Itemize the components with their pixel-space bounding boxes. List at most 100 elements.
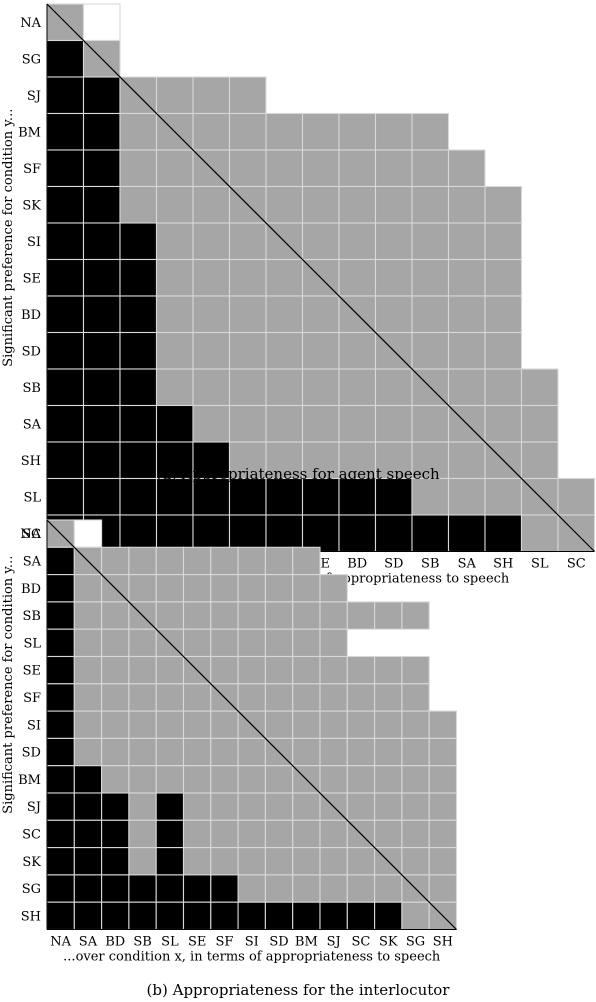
y-tick-label: NA (20, 527, 41, 542)
cell-SK-over-SB (128, 847, 157, 876)
cell-SG-over-SI (237, 874, 266, 903)
x-tick-label: SL (531, 557, 549, 572)
cell-SI-over-SF (192, 222, 231, 261)
cell-SF-over-SG (401, 683, 430, 712)
cell-SH-over-SG (401, 901, 430, 931)
y-tick-label: SH (21, 909, 41, 924)
x-tick-label: SA (79, 935, 98, 950)
cell-SJ-over-SA (73, 792, 103, 821)
cell-SF-over-SB (128, 683, 157, 712)
cell-SC-over-SL (155, 819, 185, 849)
cell-SC-over-SG (401, 819, 430, 849)
cell-SG-over-NA (46, 874, 75, 903)
cell-SI-over-BM (155, 222, 194, 261)
y-tick-label: SC (22, 527, 41, 542)
cell-SL-over-SJ (319, 628, 348, 658)
cell-SA-over-SD (374, 404, 413, 443)
cell-BM-over-BD (338, 112, 377, 151)
cell-SK-over-SF (192, 185, 231, 224)
y-tick-label: SB (23, 381, 41, 396)
cell-SJ-over-SH (428, 792, 458, 821)
cell-SB-over-SJ (319, 601, 348, 630)
cell-SL-over-SI (237, 628, 266, 658)
cell-SL-over-BM (155, 477, 194, 516)
y-tick-label: SI (27, 235, 41, 250)
cell-SK-over-SG (401, 847, 430, 876)
cell-SL-over-BD (338, 477, 377, 516)
cell-SD-over-SJ (119, 331, 158, 370)
cell-SL-over-SE (301, 477, 340, 516)
cell-SK-over-SJ (319, 847, 348, 876)
cell-SH-over-SE (301, 441, 340, 480)
cell-SH-over-SB (411, 441, 450, 480)
cell-SJ-over-BM (292, 792, 321, 821)
cell-SA-over-NA (46, 546, 75, 576)
cell-BM-over-SD (264, 765, 294, 794)
cell-SA-over-SJ (119, 404, 158, 443)
cell-SC-over-SE (182, 819, 212, 849)
cell-SD-over-SB (411, 331, 450, 370)
cell-SH-over-BM (155, 441, 194, 480)
cell-SE-over-NA (46, 655, 75, 685)
cell-SE-over-SK (228, 258, 267, 297)
cell-SI-over-SF (210, 710, 239, 739)
cell-SI-over-SK (228, 222, 267, 261)
cell-SB-over-BD (101, 601, 130, 630)
cell-SB-over-SF (192, 368, 231, 407)
cell-SB-over-NA (46, 601, 75, 630)
cell-SA-over-SD (264, 546, 294, 576)
cell-SK-over-BM (155, 185, 194, 224)
cell-SH-over-SD (264, 901, 294, 931)
cell-SE-over-NA (46, 258, 85, 297)
cell-SI-over-SE (301, 222, 340, 261)
cell-SF-over-SG (82, 149, 121, 188)
cell-SL-over-SB (411, 477, 450, 516)
cell-SL-over-SD (374, 477, 413, 516)
cell-BM-over-BD (101, 765, 130, 794)
x-tick-label: SC (567, 557, 586, 572)
cell-SC-over-SI (237, 819, 266, 849)
cell-SC-over-SD (264, 819, 294, 849)
cell-SK-over-SD (264, 847, 294, 876)
cell-SE-over-BD (101, 655, 130, 685)
cell-SJ-over-SF (210, 792, 239, 821)
cell-SB-over-SK (374, 601, 403, 630)
y-tick-label: SJ (27, 800, 41, 815)
cell-SF-over-SA (73, 683, 103, 712)
cell-SL-over-SA (73, 628, 103, 658)
cell-BD-over-SA (73, 574, 103, 603)
cell-SK-over-SC (346, 847, 376, 876)
cell-SB-over-SI (237, 601, 266, 630)
y-tick-label: SF (23, 691, 41, 706)
cell-SJ-over-SG (82, 76, 121, 115)
y-tick-label: SA (23, 554, 42, 569)
cell-SA-over-SE (301, 404, 340, 443)
y-tick-label: BM (18, 773, 41, 788)
cell-SD-over-NA (46, 737, 75, 767)
cell-SD-over-SJ (319, 737, 348, 767)
cell-SK-over-SL (155, 847, 185, 876)
cell-SH-over-SE (182, 901, 212, 931)
cell-SE-over-SG (82, 258, 121, 297)
cell-BM-over-SI (265, 112, 304, 151)
x-tick-label: SE (188, 935, 206, 950)
cell-SA-over-SI (237, 546, 266, 576)
cell-SF-over-SB (411, 149, 450, 188)
cell-SB-over-BD (338, 368, 377, 407)
cell-SG-over-NA (46, 39, 85, 78)
y-tick-label: SC (22, 827, 41, 842)
cell-BD-over-NA (46, 295, 85, 334)
cell-SJ-over-SE (182, 792, 212, 821)
cell-SL-over-SB (128, 628, 157, 658)
cell-SF-over-SA (447, 149, 486, 188)
cell-BM-over-NA (46, 112, 85, 151)
cell-SJ-over-SC (346, 792, 376, 821)
cell-SL-over-SE (182, 628, 212, 658)
cell-SJ-over-SD (264, 792, 294, 821)
cell-SF-over-BM (155, 149, 194, 188)
cell-SD-over-SH (484, 331, 523, 370)
cell-SE-over-SH (484, 258, 523, 297)
cell-BM-over-SG (82, 112, 121, 151)
cell-BM-over-SJ (119, 112, 158, 151)
cell-SB-over-SF (210, 601, 239, 630)
